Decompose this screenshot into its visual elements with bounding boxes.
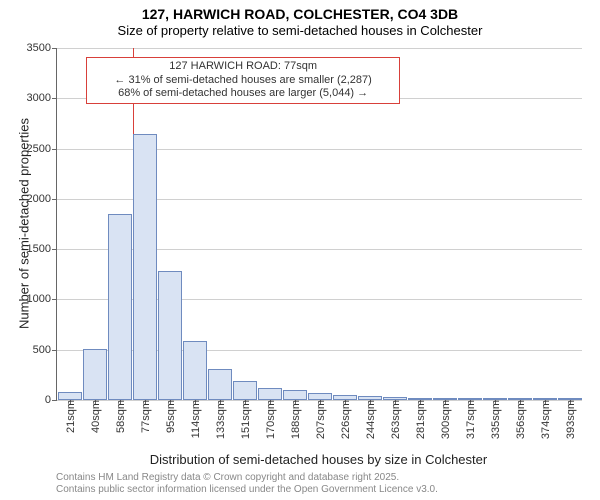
plot-area: 127 HARWICH ROAD: 77sqm← 31% of semi-det… (56, 48, 582, 401)
bar (258, 388, 282, 400)
bar (208, 369, 232, 400)
chart-title: 127, HARWICH ROAD, COLCHESTER, CO4 3DB (0, 0, 600, 23)
annotation-box: 127 HARWICH ROAD: 77sqm← 31% of semi-det… (86, 57, 401, 104)
xtick-label: 207sqm (313, 400, 327, 439)
xtick-label: 170sqm (263, 400, 277, 439)
xtick-label: 393sqm (563, 400, 577, 439)
xtick-label: 244sqm (363, 400, 377, 439)
xtick-label: 188sqm (288, 400, 302, 439)
annotation-line: 68% of semi-detached houses are larger (… (91, 87, 396, 101)
ytick-label: 0 (45, 394, 57, 406)
footer: Contains HM Land Registry data © Crown c… (56, 472, 438, 496)
bar (108, 214, 132, 400)
bar (233, 381, 257, 400)
xtick-label: 77sqm (138, 400, 152, 433)
footer-line-1: Contains HM Land Registry data © Crown c… (56, 472, 438, 484)
xtick-label: 317sqm (463, 400, 477, 439)
xtick-label: 356sqm (513, 400, 527, 439)
bar (83, 349, 107, 400)
y-axis-label: Number of semi-detached properties (17, 94, 32, 354)
bar (283, 390, 307, 400)
xtick-label: 300sqm (438, 400, 452, 439)
x-axis-label: Distribution of semi-detached houses by … (56, 452, 581, 467)
xtick-label: 263sqm (388, 400, 402, 439)
bar (133, 134, 157, 401)
xtick-label: 21sqm (63, 400, 77, 433)
xtick-label: 374sqm (538, 400, 552, 439)
xtick-label: 58sqm (113, 400, 127, 433)
bar (158, 271, 182, 400)
annotation-line: 127 HARWICH ROAD: 77sqm (91, 60, 396, 74)
xtick-label: 281sqm (413, 400, 427, 439)
xtick-label: 40sqm (88, 400, 102, 433)
chart-container: 127, HARWICH ROAD, COLCHESTER, CO4 3DB S… (0, 0, 600, 500)
xtick-label: 114sqm (188, 400, 202, 438)
xtick-label: 335sqm (488, 400, 502, 439)
xtick-label: 151sqm (238, 400, 252, 439)
annotation-line: ← 31% of semi-detached houses are smalle… (91, 74, 396, 88)
footer-line-2: Contains public sector information licen… (56, 484, 438, 496)
ytick-label: 3500 (27, 42, 57, 54)
bar (183, 341, 207, 400)
xtick-label: 226sqm (338, 400, 352, 439)
bar (308, 393, 332, 400)
chart-subtitle: Size of property relative to semi-detach… (0, 23, 600, 39)
xtick-label: 95sqm (163, 400, 177, 433)
ytick-label: 500 (33, 344, 57, 356)
bar (58, 392, 82, 400)
xtick-label: 133sqm (213, 400, 227, 439)
